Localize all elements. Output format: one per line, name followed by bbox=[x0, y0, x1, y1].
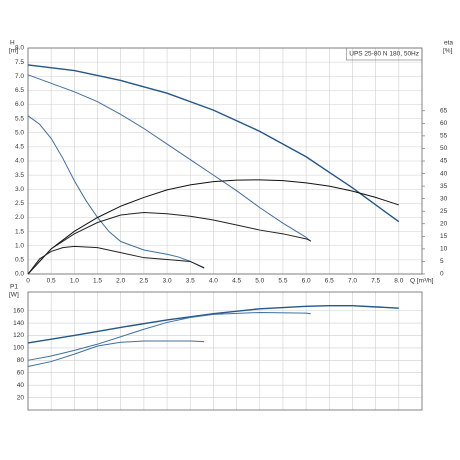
y-label: P1 bbox=[10, 284, 18, 291]
y-tick-label: 7.5 bbox=[15, 59, 24, 66]
y-tick-label: 6.0 bbox=[15, 101, 24, 108]
y2-tick-label: 30 bbox=[440, 195, 448, 202]
y-tick-label: 3.5 bbox=[15, 172, 24, 179]
y2-tick-label: 25 bbox=[440, 208, 448, 215]
y-tick-label: 7.0 bbox=[15, 73, 24, 80]
y2-tick-label: 50 bbox=[440, 145, 448, 152]
y-tick-label: 100 bbox=[13, 345, 24, 352]
y2-tick-label: 35 bbox=[440, 183, 448, 190]
x-label: Q [m³/h] bbox=[410, 278, 434, 285]
y-tick-label: 160 bbox=[13, 307, 24, 314]
x-tick-label: 2.5 bbox=[139, 278, 148, 285]
x-tick-label: 2.0 bbox=[116, 278, 125, 285]
y2-tick-label: 65 bbox=[440, 107, 448, 114]
y2-tick-label: 20 bbox=[440, 220, 448, 227]
y2-tick-label: 60 bbox=[440, 120, 448, 127]
y-tick-label: 5.0 bbox=[15, 129, 24, 136]
y-tick-label: 120 bbox=[13, 332, 24, 339]
x-tick-label: 6.5 bbox=[325, 278, 334, 285]
y-tick-label: 2.0 bbox=[15, 214, 24, 221]
curve bbox=[27, 211, 311, 275]
curve bbox=[27, 304, 399, 344]
title-box bbox=[345, 47, 423, 61]
y2-tick-label: 15 bbox=[440, 233, 448, 240]
x-tick-label: 5.0 bbox=[255, 278, 264, 285]
y-tick-label: 6.5 bbox=[15, 87, 24, 94]
curve bbox=[27, 311, 311, 361]
y2-tick-label: 55 bbox=[440, 133, 448, 140]
y-tick-label: 4.5 bbox=[15, 144, 24, 151]
curve bbox=[27, 74, 312, 242]
curve bbox=[27, 115, 205, 269]
y-tick-label: 140 bbox=[13, 320, 24, 327]
y-tick-label: 40 bbox=[17, 382, 25, 389]
x-tick-label: 1.0 bbox=[70, 278, 79, 285]
y-tick-label: 1.5 bbox=[15, 228, 24, 235]
y2-tick-label: 40 bbox=[440, 170, 448, 177]
y-unit: [m] bbox=[9, 48, 18, 55]
x-tick-label: 7.5 bbox=[371, 278, 380, 285]
x-tick-label: 0 bbox=[26, 278, 30, 285]
x-tick-label: 0.5 bbox=[47, 278, 56, 285]
x-tick-label: 3.5 bbox=[186, 278, 195, 285]
x-tick-label: 5.5 bbox=[278, 278, 287, 285]
y-tick-label: 0.0 bbox=[15, 271, 24, 278]
chart-title: UPS 25-80 N 180, 50Hz bbox=[349, 51, 419, 58]
y-tick-label: 0.5 bbox=[15, 257, 24, 264]
x-tick-label: 3.0 bbox=[163, 278, 172, 285]
curve bbox=[27, 340, 205, 368]
plot-frame bbox=[27, 291, 423, 411]
y2-tick-label: 45 bbox=[440, 158, 448, 165]
y-tick-label: 2.5 bbox=[15, 200, 24, 207]
curve bbox=[27, 179, 399, 275]
x-tick-label: 8.0 bbox=[394, 278, 403, 285]
y-unit: [W] bbox=[9, 292, 19, 299]
x-tick-label: 6.0 bbox=[302, 278, 311, 285]
y-tick-label: 1.0 bbox=[15, 242, 24, 249]
y2-tick-label: 10 bbox=[440, 246, 448, 253]
y-tick-label: 5.5 bbox=[15, 115, 24, 122]
x-tick-label: 7.0 bbox=[348, 278, 357, 285]
y-tick-label: 4.0 bbox=[15, 158, 24, 165]
y2-label: eta bbox=[444, 40, 453, 47]
y2-tick-label: 5 bbox=[440, 258, 444, 265]
curve bbox=[27, 245, 205, 275]
y2-unit: [%] bbox=[443, 48, 453, 55]
y-tick-label: 60 bbox=[17, 369, 25, 376]
x-tick-label: 4.5 bbox=[232, 278, 241, 285]
y-label: H bbox=[10, 40, 15, 47]
x-tick-label: 4.0 bbox=[209, 278, 218, 285]
y2-tick-label: 0 bbox=[440, 271, 444, 278]
y-tick-label: 3.0 bbox=[15, 186, 24, 193]
y-tick-label: 20 bbox=[17, 394, 25, 401]
y-tick-label: 80 bbox=[17, 357, 25, 364]
y-tick-label: 8.0 bbox=[15, 45, 24, 52]
x-tick-label: 1.5 bbox=[93, 278, 102, 285]
